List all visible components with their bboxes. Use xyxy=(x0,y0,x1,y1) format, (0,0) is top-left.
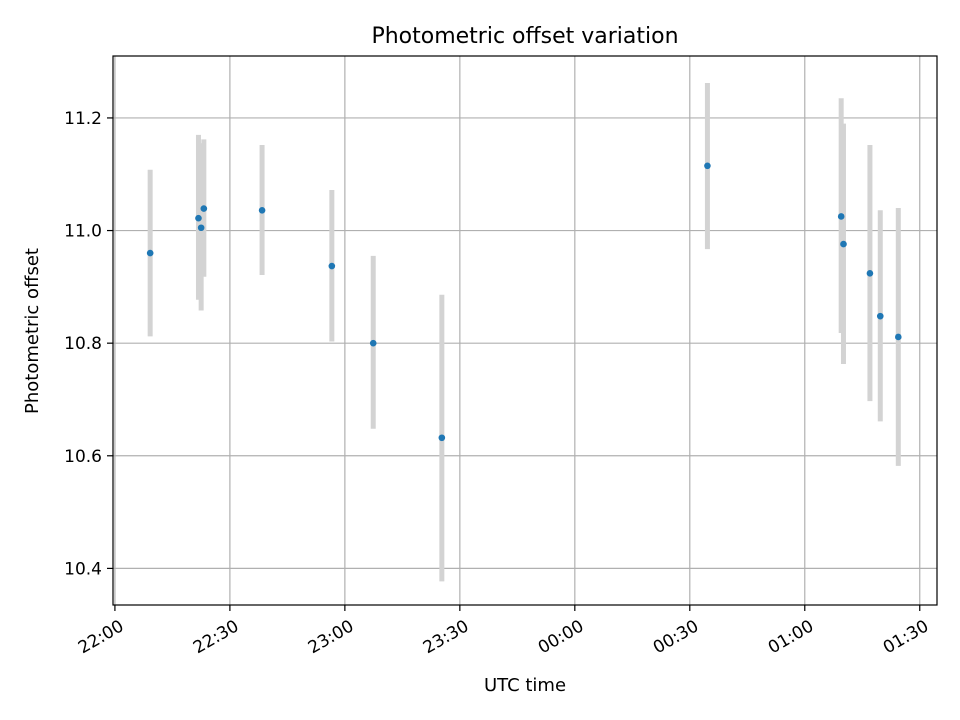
data-point xyxy=(438,434,446,442)
data-point xyxy=(200,205,208,212)
data-point xyxy=(328,262,336,270)
data-point xyxy=(704,162,711,170)
data-point xyxy=(894,333,902,341)
data-point xyxy=(840,240,847,248)
data-point xyxy=(195,214,202,222)
y-tick-label: 11.2 xyxy=(64,109,102,129)
data-point xyxy=(876,312,884,320)
y-tick-label: 10.8 xyxy=(64,334,102,354)
data-point xyxy=(197,224,205,232)
data-point xyxy=(866,270,874,277)
data-points xyxy=(146,162,902,442)
grid xyxy=(113,56,937,605)
y-axis: 10.4 10.6 10.8 11.0 11.2 xyxy=(64,109,113,579)
data-point xyxy=(837,213,845,220)
y-tick-label: 11.0 xyxy=(64,222,102,242)
y-tick-label: 10.6 xyxy=(64,447,102,467)
data-point xyxy=(369,339,377,347)
data-point xyxy=(146,249,154,257)
x-axis-label: UTC time xyxy=(484,675,566,696)
plot-frame xyxy=(112,55,938,606)
y-axis-label: Photometric offset xyxy=(22,248,43,414)
data-point xyxy=(258,206,266,214)
chart-title: Photometric offset variation xyxy=(371,24,678,49)
y-tick-label: 10.4 xyxy=(64,559,102,579)
